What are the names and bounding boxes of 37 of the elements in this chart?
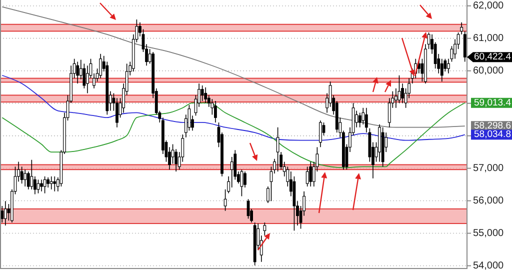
y-tick-label: 54,000 xyxy=(473,260,504,270)
y-tick-label: 57,000 xyxy=(473,162,504,174)
candlestick xyxy=(20,166,24,184)
candlestick xyxy=(230,156,234,188)
candlestick xyxy=(43,176,46,194)
text: 59,013.4 xyxy=(474,97,511,108)
candlestick xyxy=(358,112,362,128)
y-tick-label: 61,000 xyxy=(473,32,504,44)
candlestick xyxy=(200,85,204,102)
candlestick xyxy=(53,176,56,192)
y-tick-label: 62,000 xyxy=(473,0,504,12)
candlestick xyxy=(440,58,444,82)
candlestick xyxy=(214,100,217,123)
text: 60,422.4 xyxy=(474,52,511,63)
y-tick-label: 56,000 xyxy=(473,195,504,206)
candlestick xyxy=(309,161,312,187)
candlestick xyxy=(204,86,208,104)
candlestick xyxy=(50,176,53,190)
candlestick xyxy=(276,126,280,172)
candlestick xyxy=(306,166,309,187)
y-tick-label: 60,000 xyxy=(473,65,504,76)
candlestick xyxy=(4,200,7,226)
candlestick xyxy=(447,58,450,74)
candlestick xyxy=(76,61,80,84)
line-series xyxy=(2,6,466,128)
candlestick xyxy=(263,222,266,236)
candlestick xyxy=(319,120,322,148)
candlestick xyxy=(240,169,244,197)
y-tick-label: 55,000 xyxy=(473,228,504,239)
candlestick xyxy=(46,176,50,188)
text: 58,034.8 xyxy=(474,129,511,140)
candlestick xyxy=(82,63,86,89)
candlestick xyxy=(99,54,102,79)
candlestick xyxy=(40,179,43,192)
candlestick xyxy=(394,88,398,108)
candlestick xyxy=(24,169,27,187)
candlestick xyxy=(244,171,246,188)
